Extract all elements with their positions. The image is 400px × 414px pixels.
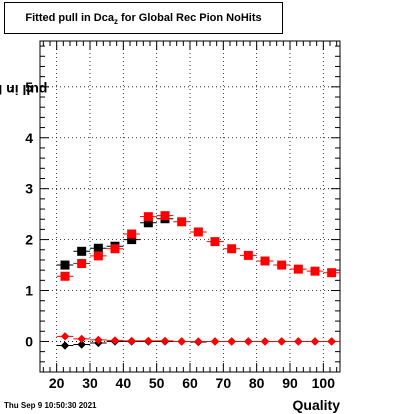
data-point-diamond <box>244 337 253 346</box>
data-point-diamond <box>77 340 86 349</box>
data-point-square <box>60 260 70 270</box>
data-point-square <box>127 235 137 245</box>
data-point-square <box>143 218 153 228</box>
data-point-diamond <box>110 336 120 345</box>
data-point-square <box>327 268 337 278</box>
chart-title-subscript: z <box>114 17 118 27</box>
chart-title-box: Fitted pull in Dcaz for Global Rec Pion … <box>4 2 283 34</box>
data-point-diamond <box>227 337 236 346</box>
data-point-square <box>77 259 87 269</box>
data-point-diamond <box>127 336 136 346</box>
data-point-square <box>143 212 153 222</box>
x-tick-label: 60 <box>182 375 198 391</box>
plot-frame <box>39 40 341 373</box>
data-point-diamond <box>77 334 86 344</box>
data-point-diamond <box>260 337 270 346</box>
data-point-diamond <box>310 337 320 346</box>
x-tick-label: 40 <box>116 375 132 391</box>
y-tick-label: 0 <box>25 333 33 349</box>
x-tick-label: 50 <box>149 375 165 391</box>
x-tick-label: 80 <box>249 375 265 391</box>
data-point-square <box>177 217 187 227</box>
data-point-diamond <box>60 341 70 350</box>
x-axis-label: Quality <box>292 397 340 413</box>
data-point-square <box>243 250 253 260</box>
data-point-diamond <box>327 337 336 346</box>
y-tick-label: 4 <box>25 130 33 146</box>
data-point-diamond <box>144 336 153 346</box>
timestamp: Thu Sep 9 10:50:30 2021 <box>4 401 97 410</box>
data-point-square <box>310 266 320 276</box>
data-point-square <box>160 211 170 221</box>
x-tick-label: 70 <box>216 375 232 391</box>
data-point-square <box>60 271 70 281</box>
data-point-diamond <box>277 337 286 346</box>
y-tick-label: 1 <box>25 283 33 299</box>
x-tick-label: 90 <box>282 375 298 391</box>
y-tick-label: 3 <box>25 181 33 197</box>
x-tick-label: 30 <box>82 375 98 391</box>
chart-title-main: Fitted pull in Dca <box>25 12 114 24</box>
data-point-square <box>260 256 270 266</box>
y-tick-label: 5 <box>25 79 33 95</box>
data-point-diamond <box>94 335 103 345</box>
data-point-square <box>277 260 287 270</box>
data-point-square <box>227 244 237 254</box>
data-point-diamond <box>294 337 303 346</box>
data-point-square <box>93 243 103 253</box>
data-point-square <box>127 229 137 239</box>
x-tick-label: 100 <box>312 375 336 391</box>
data-point-diamond <box>60 332 70 341</box>
data-point-diamond <box>210 337 220 346</box>
chart-title-rest: for Global Rec Pion NoHits <box>118 12 262 24</box>
data-point-square <box>210 237 220 247</box>
data-point-square <box>293 264 303 274</box>
data-point-diamond <box>160 336 170 346</box>
data-point-square <box>77 246 87 256</box>
data-point-diamond <box>177 337 186 346</box>
data-point-diamond <box>194 337 203 346</box>
data-point-square <box>110 244 120 254</box>
x-tick-label: 20 <box>49 375 65 391</box>
chart-title: Fitted pull in Dcaz for Global Rec Pion … <box>5 12 282 26</box>
data-point-square <box>93 251 103 261</box>
y-tick-label: 2 <box>25 232 33 248</box>
data-point-square <box>193 227 203 237</box>
